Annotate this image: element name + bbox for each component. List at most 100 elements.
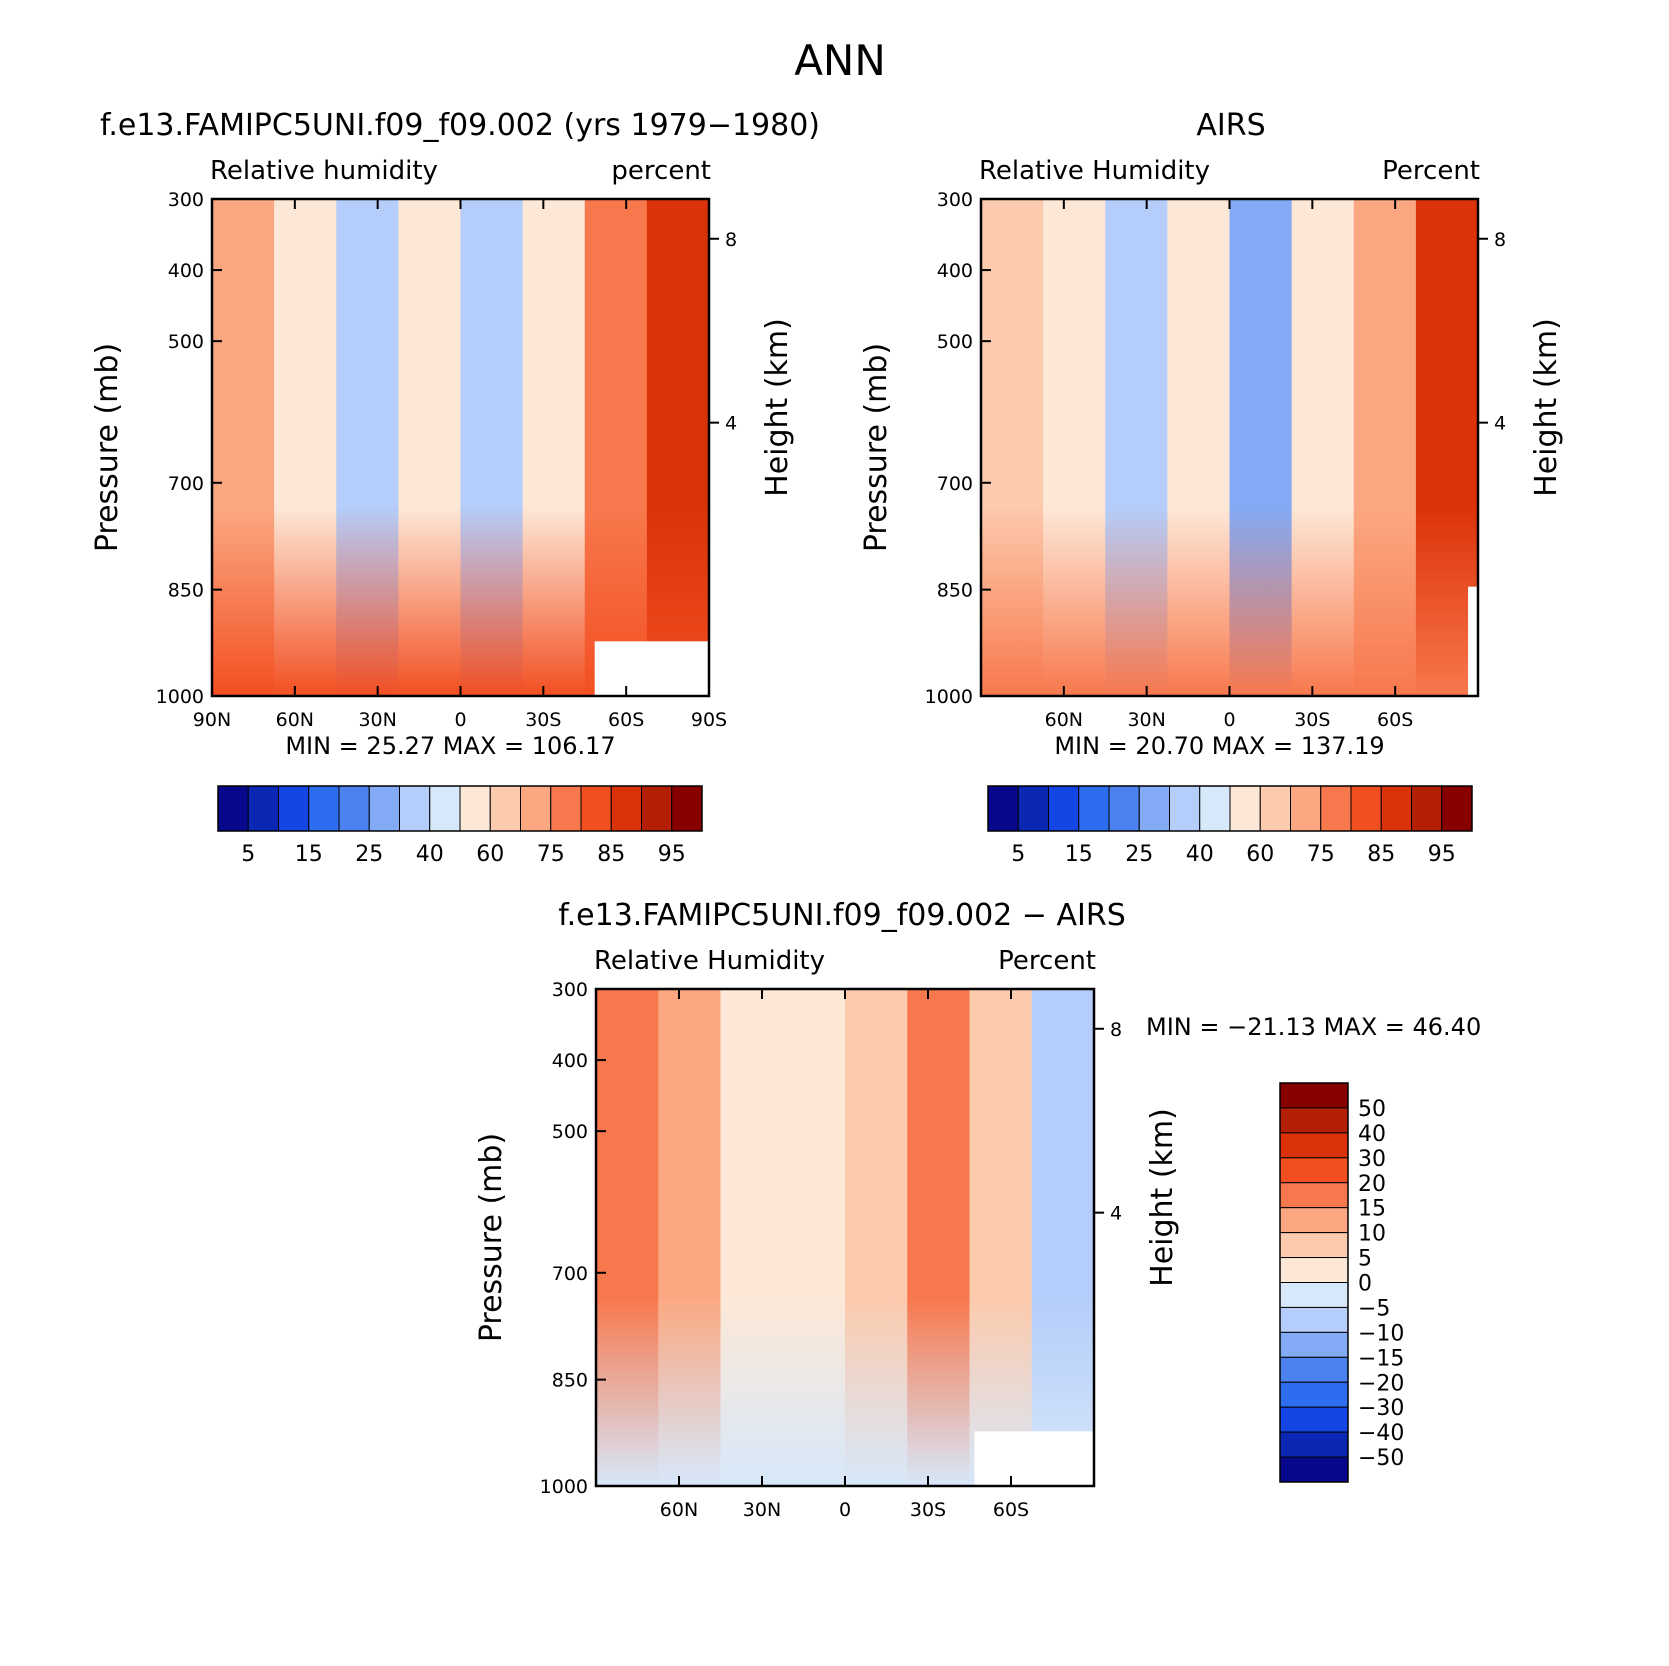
colorbar-swatch	[1138, 785, 1170, 832]
y2-axis-title: Height (km)	[1145, 1108, 1180, 1287]
x-tick-label: 90N	[193, 709, 231, 731]
colorbar-label: 95	[1428, 842, 1456, 867]
contour-band	[522, 199, 586, 696]
x-tick-label: 30S	[525, 709, 561, 731]
contour-band	[460, 199, 524, 696]
y2-tick-label: 4	[1110, 1203, 1122, 1225]
x-tick-label: 30S	[910, 1499, 946, 1521]
colorbar-label: 40	[416, 842, 444, 867]
colorbar-swatch	[520, 785, 552, 832]
colorbar-label: 15	[1065, 842, 1093, 867]
colorbar-frame	[217, 785, 703, 832]
y-axis-title: Pressure (mb)	[90, 343, 125, 552]
colorbar-swatch	[1290, 785, 1322, 832]
variable-label: Relative Humidity	[979, 156, 1210, 186]
y-tick-label: 700	[168, 473, 204, 495]
colorbar-swatch	[1279, 1282, 1349, 1308]
contour-band	[1229, 199, 1293, 696]
contour-band	[782, 989, 846, 1486]
contour-band	[398, 199, 461, 696]
missing-data-region	[974, 1431, 1094, 1486]
colorbar-label: 30	[1358, 1147, 1386, 1172]
contour-band	[1291, 199, 1355, 696]
colorbar-swatch	[1279, 1381, 1349, 1408]
colorbar-label: −20	[1358, 1371, 1404, 1396]
colorbar-label: 10	[1358, 1222, 1386, 1247]
x-tick-label: 60S	[1377, 709, 1413, 731]
contour-band	[1031, 989, 1095, 1486]
panel-title: f.e13.FAMIPC5UNI.f09_f09.002 (yrs 1979−1…	[100, 108, 820, 143]
x-tick-label: 60N	[276, 709, 314, 731]
x-tick-label: 30N	[1127, 709, 1165, 731]
colorbar-swatch	[610, 785, 642, 832]
x-tick-label: 30S	[1294, 709, 1330, 731]
x-tick-label: 60S	[993, 1499, 1029, 1521]
contour-band	[1167, 199, 1230, 696]
x-tick-label: 90S	[691, 709, 727, 731]
colorbar-label: −30	[1358, 1396, 1404, 1421]
colorbar-label: 15	[1358, 1197, 1386, 1222]
contour-band	[720, 989, 784, 1486]
colorbar-label: 25	[1125, 842, 1153, 867]
min-label: MIN =	[1146, 1013, 1227, 1041]
colorbar-label: 5	[1011, 842, 1025, 867]
y-axis-title: Pressure (mb)	[859, 343, 894, 552]
colorbar-label: 5	[1358, 1247, 1372, 1272]
panel-title: f.e13.FAMIPC5UNI.f09_f09.002 − AIRS	[558, 898, 1125, 933]
colorbar-swatch	[1279, 1431, 1349, 1458]
colorbar-label: −50	[1358, 1446, 1404, 1471]
min-value: 25.27	[366, 732, 442, 760]
colorbar-label: 40	[1358, 1122, 1386, 1147]
max-value: 106.17	[532, 732, 616, 760]
max-value: 46.40	[1413, 1013, 1482, 1041]
min-max-stats: MIN = 25.27 MAX = 106.17	[285, 732, 615, 760]
panel-model: f.e13.FAMIPC5UNI.f09_f09.002 (yrs 1979−1…	[90, 108, 820, 867]
min-max-stats: MIN = 20.70 MAX = 137.19	[1054, 732, 1384, 760]
colorbar-label: −40	[1358, 1421, 1404, 1446]
colorbar-swatch	[1279, 1182, 1349, 1209]
x-tick-label: 60N	[1045, 709, 1083, 731]
x-tick-label: 0	[1223, 709, 1235, 731]
y2-tick-label: 4	[1494, 413, 1506, 435]
y-tick-label: 1000	[540, 1476, 588, 1498]
missing-data-region	[594, 641, 709, 696]
colorbar-swatch	[1259, 785, 1291, 832]
y-tick-label: 700	[552, 1263, 588, 1285]
colorbar-swatch	[1380, 785, 1412, 832]
colorbar-label: 60	[1246, 842, 1274, 867]
colorbar-swatch	[1279, 1257, 1349, 1283]
min-label: MIN =	[1054, 732, 1135, 760]
colorbar-swatch	[308, 785, 340, 832]
contour-band	[1353, 199, 1417, 696]
y2-tick-label: 8	[1494, 229, 1506, 251]
y-tick-label: 400	[552, 1050, 588, 1072]
max-value: 137.19	[1301, 732, 1385, 760]
colorbar-swatch	[1279, 1306, 1349, 1333]
y-tick-label: 700	[937, 473, 973, 495]
colorbar-swatch	[1199, 785, 1231, 832]
x-tick-label: 0	[839, 1499, 851, 1521]
colorbar-label: −15	[1358, 1346, 1404, 1371]
panel-title: AIRS	[1196, 108, 1265, 143]
missing-data-region	[1468, 586, 1478, 696]
colorbar-swatch	[1279, 1107, 1349, 1134]
colorbar-swatch	[987, 785, 1019, 832]
colorbar-swatch	[1279, 1132, 1349, 1159]
max-label: MAX =	[1324, 1013, 1413, 1041]
variable-label: Relative Humidity	[594, 946, 825, 976]
colorbar-frame	[987, 785, 1473, 832]
colorbar-swatch	[247, 785, 279, 832]
units-label: Percent	[1382, 156, 1480, 186]
colorbar-swatch	[1279, 1331, 1349, 1358]
colorbar-label: −5	[1358, 1296, 1390, 1321]
colorbar-swatch	[1279, 1406, 1349, 1433]
colorbar-swatch	[1279, 1356, 1349, 1383]
colorbar: 5 15 25 40 60 75 85 95	[987, 785, 1473, 867]
colorbar-swatch	[278, 785, 310, 832]
colorbar-swatch	[399, 785, 431, 832]
y2-tick-label: 8	[725, 229, 737, 251]
y-tick-label: 300	[168, 189, 204, 211]
colorbar-swatch	[671, 785, 703, 832]
variable-label: Relative humidity	[210, 156, 438, 186]
